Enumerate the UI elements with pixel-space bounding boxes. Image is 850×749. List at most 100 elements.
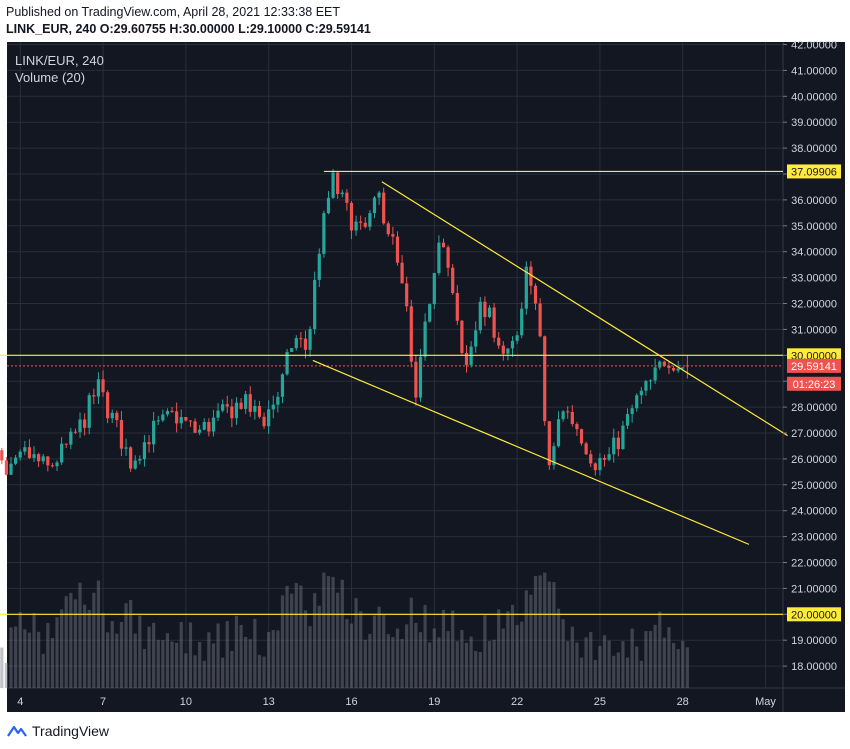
candle-body [386,223,390,235]
volume-bar [345,619,349,688]
candle-body [92,395,96,397]
volume-bar [681,640,685,688]
candle-body [115,412,119,421]
candle-body [464,352,469,365]
volume-bar [405,624,409,688]
y-tick-label: 23.00000 [791,532,837,544]
volume-bar [175,642,179,688]
volume-bar [188,622,193,688]
candle-body [78,419,82,433]
volume-bar [667,627,671,688]
candle-body [230,406,234,419]
volume-bar [400,638,404,688]
candle-body [285,351,289,375]
candle-body [276,396,280,405]
time-axis[interactable] [7,688,845,712]
volume-bar [285,585,289,688]
volume-bar [317,605,321,688]
x-tick-label: 13 [263,696,275,708]
volume-bar [566,641,570,688]
candle-body [501,345,505,354]
candle-body [363,222,367,227]
price-label-text: 37.09906 [791,166,837,178]
candle-body [32,454,36,458]
candle-body [313,279,317,330]
candle-body [152,420,156,445]
candle-body [14,457,18,464]
volume-bar [354,598,358,688]
y-tick-label: 42.00000 [791,40,837,52]
volume-bar [179,622,183,688]
volume-bar [299,585,303,688]
volume-bar [428,642,432,688]
candle-body [368,213,372,227]
candle-body [483,301,487,318]
candle-body [515,335,519,341]
candle-body [27,447,32,458]
volume-bar [349,623,354,688]
candle-body [414,361,418,398]
candle-body [662,361,666,366]
volume-bar [589,632,593,688]
volume-bar [294,583,298,688]
candle-body [474,330,478,347]
candle-body [4,460,9,475]
candle-body [262,416,266,427]
candle-body [506,348,510,354]
symbol-interval: LINK_EUR, 240 [6,22,97,36]
volume-bar [552,582,556,688]
candle-body [616,437,620,450]
candle-body [207,422,211,432]
candle-body [322,213,326,254]
volume-bar [119,622,124,688]
volume-bar [529,594,533,688]
candle-body [106,392,110,419]
volume-bar [147,626,151,688]
candle-body [543,336,547,422]
trend-line[interactable] [312,359,750,545]
candle-body [658,361,662,368]
volume-bar [635,646,639,688]
volume-bar [621,641,625,688]
volume-bar [4,663,9,688]
candle-body [653,367,657,381]
volume-bar [363,639,367,688]
candle-body [635,395,639,409]
volume-bar [524,590,528,688]
volume-bar [474,650,478,688]
volume-bar [446,631,450,688]
candle-body [538,303,542,337]
volume-bar [382,615,386,688]
y-tick-label: 19.00000 [791,635,837,647]
y-tick-label: 38.00000 [791,143,837,155]
candle-body [290,348,294,352]
price-label-box [787,607,841,622]
candle-body [529,266,533,286]
trend-line[interactable] [381,181,788,437]
volume-bar [377,606,381,688]
volume-bar [464,642,469,688]
candle-body [349,202,354,231]
candle-body [584,443,588,455]
volume-bar [561,619,565,688]
volume-bar [579,657,584,688]
volume-bar [78,582,82,688]
candle-body [46,456,50,466]
volume-bar [257,654,262,688]
candle-body [575,423,579,430]
candle-body [147,442,151,445]
ohlc-high: H:30.00000 [169,22,235,36]
volume-bar [322,572,326,688]
volume-bar [520,621,524,688]
volume-bar [41,653,45,688]
volume-bar [253,618,257,688]
volume-bar [211,643,216,688]
volume-bar [662,637,666,688]
volume-bar [60,609,64,688]
candle-body [193,421,197,433]
candle-body [202,422,206,430]
volume-bar [308,626,312,688]
volume-bar [685,647,689,688]
ohlc-low: L:29.10000 [238,22,303,36]
